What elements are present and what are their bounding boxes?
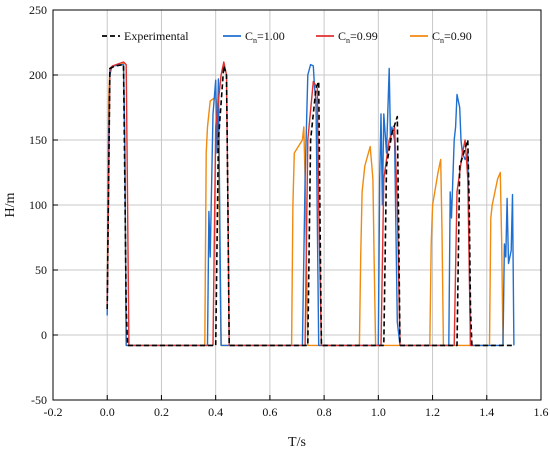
series-line-2 [106,61,474,347]
y-tick-label: 150 [29,133,47,147]
x-tick-label: 1.2 [425,405,440,419]
y-tick-label: 100 [29,198,47,212]
legend-label-0: Experimental [124,29,189,43]
series-line-0 [106,63,514,347]
legend-label-2: Cn=0.99 [338,29,378,45]
legend-label-main: Experimental [124,29,189,43]
x-tick-label: -0.2 [44,405,63,419]
legend-label-subscript: n [440,36,444,45]
x-axis-label: T/s [288,435,306,450]
legend: Experimental Cn=1.00 Cn=0.99 Cn=0.90 [102,29,472,45]
y-tick-label: 200 [29,68,47,82]
legend-label-3: Cn=0.90 [432,29,472,45]
series-line-1 [106,63,515,347]
x-tick-label: 0.0 [100,405,115,419]
x-tick-label: 1.4 [479,405,494,419]
legend-label-tail: =0.90 [444,29,472,43]
y-tick-label: -50 [31,393,47,407]
legend-label-1: Cn=1.00 [245,29,285,45]
x-tick-label: 1.6 [534,405,549,419]
x-tick-label: 0.2 [154,405,169,419]
x-tick-label: 0.8 [317,405,332,419]
legend-label-main: C [432,29,440,43]
legend-label-tail: =0.99 [350,29,378,43]
axis-ticks [52,9,542,401]
y-tick-label: 250 [29,3,47,17]
legend-label-main: C [245,29,253,43]
x-tick-label: 0.6 [262,405,277,419]
y-tick-label: 50 [35,263,47,277]
tick-labels: -0.2 0.0 0.2 0.4 0.6 0.8 1.0 1.2 1.4 1.6 -50 0 50 100… [29,3,549,419]
x-tick-label: 0.4 [208,405,223,419]
y-tick-label: 0 [41,328,47,342]
legend-label-subscript: n [346,36,350,45]
legend-label-subscript: n [253,36,257,45]
legend-label-main: C [338,29,346,43]
x-tick-label: 1.0 [371,405,386,419]
series-layer [106,61,515,347]
y-axis-label: H/m [3,192,18,217]
legend-label-tail: =1.00 [257,29,285,43]
